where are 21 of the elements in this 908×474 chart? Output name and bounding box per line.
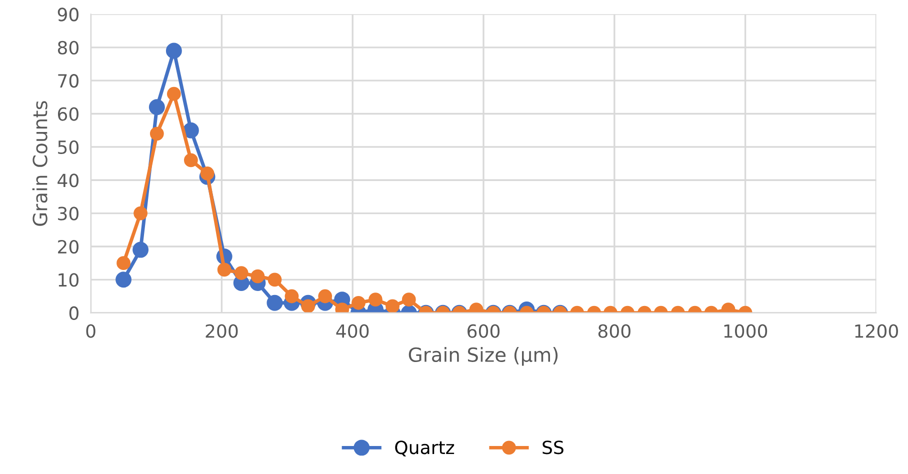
legend-label: Quartz	[395, 440, 454, 456]
y-tick-label: 70	[58, 74, 78, 88]
y-tick-label: 30	[58, 206, 78, 220]
y-tick-label: 0	[69, 306, 78, 320]
x-axis-title: Grain Size (µm)	[408, 346, 558, 366]
y-tick-label: 10	[58, 273, 78, 287]
x-tick-label: 800	[598, 324, 630, 338]
y-tick-label: 80	[58, 40, 78, 55]
legend-label: SS	[542, 440, 564, 454]
x-tick-label: 400	[336, 324, 369, 338]
x-tick-label: 0	[86, 324, 96, 338]
y-tick-label: 40	[58, 174, 78, 188]
x-tick-label: 1000	[724, 324, 768, 338]
x-tick-label: 600	[468, 324, 500, 338]
y-axis-title: Grain Counts	[32, 101, 48, 226]
y-tick-label: 50	[58, 140, 78, 154]
y-tick-label: 60	[58, 107, 78, 121]
x-tick-label: 200	[206, 324, 238, 338]
x-tick-label: 1200	[855, 324, 898, 338]
y-tick-label: 20	[58, 240, 78, 254]
y-tick-label: 90	[58, 8, 78, 22]
